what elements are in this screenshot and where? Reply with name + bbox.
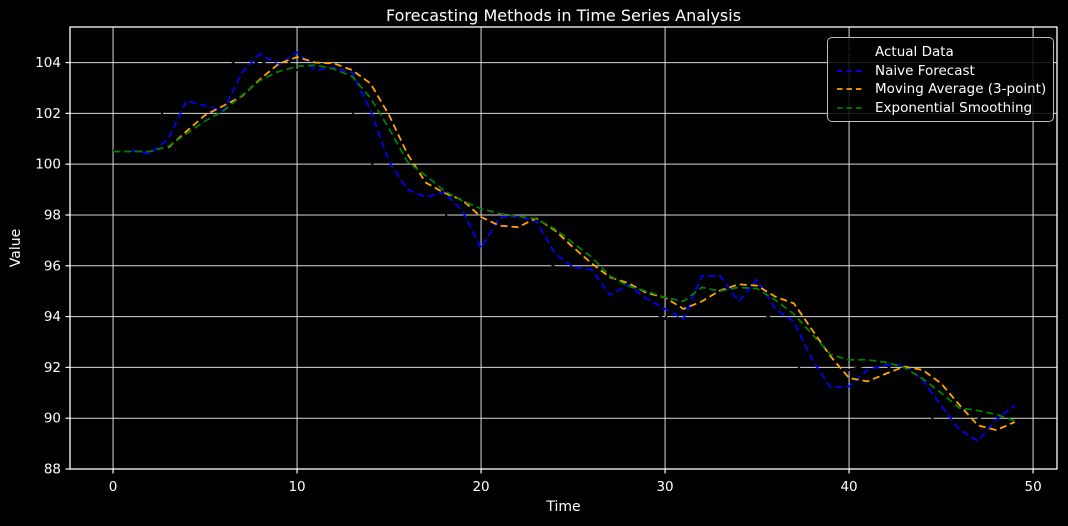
series-line-exponential-smoothing (113, 64, 1015, 422)
y-tick-label-92: 92 (44, 360, 61, 376)
legend-entry-moving-average-3-point: Moving Average (3-point) (836, 80, 1047, 99)
legend-entry-actual-data: Actual Data (836, 43, 1045, 62)
x-axis-label: Time (546, 499, 581, 515)
legend-entry-label: Naive Forecast (875, 62, 975, 79)
y-tick-label-96: 96 (44, 258, 61, 274)
y-tick-label-88: 88 (44, 462, 61, 478)
legend-line-swatch-actual-data-icon (837, 51, 865, 54)
x-tick-label-0: 0 (109, 479, 118, 495)
y-tick-label-104: 104 (35, 55, 61, 71)
series-line-moving-average-3-point (167, 56, 1016, 432)
plot-border (69, 26, 1058, 470)
legend-line-swatch-exponential-smoothing-icon (837, 106, 865, 109)
legend: Actual Data Naive Forecast Moving Average … (827, 37, 1054, 122)
legend-entry-label: Moving Average (3-point) (875, 81, 1047, 98)
legend-entry-naive-forecast: Naive Forecast (836, 62, 1045, 81)
y-tick-label-98: 98 (44, 207, 61, 223)
series-line-naive-forecast (131, 51, 1016, 442)
x-tick-label-50: 50 (1024, 479, 1041, 495)
legend-line-swatch-moving-average-3-point-icon (837, 88, 865, 91)
x-tick-label-40: 40 (840, 479, 857, 495)
y-axis-label: Value (8, 228, 24, 268)
y-tick-label-100: 100 (35, 157, 61, 173)
y-tick-label-102: 102 (35, 106, 61, 122)
x-tick-label-20: 20 (472, 479, 489, 495)
chart-title: Forecasting Methods in Time Series Analy… (385, 6, 742, 25)
y-tick-label-94: 94 (44, 309, 61, 325)
y-tick-label-90: 90 (44, 411, 61, 427)
legend-entry-label: Exponential Smoothing (875, 99, 1033, 116)
series-line-actual-data (112, 51, 1016, 442)
legend-entry-label: Actual Data (875, 44, 954, 61)
x-tick-label-30: 30 (656, 479, 673, 495)
x-tick-label-10: 10 (288, 479, 305, 495)
legend-entry-exponential-smoothing: Exponential Smoothing (836, 99, 1045, 118)
legend-line-swatch-naive-forecast-icon (837, 69, 865, 72)
